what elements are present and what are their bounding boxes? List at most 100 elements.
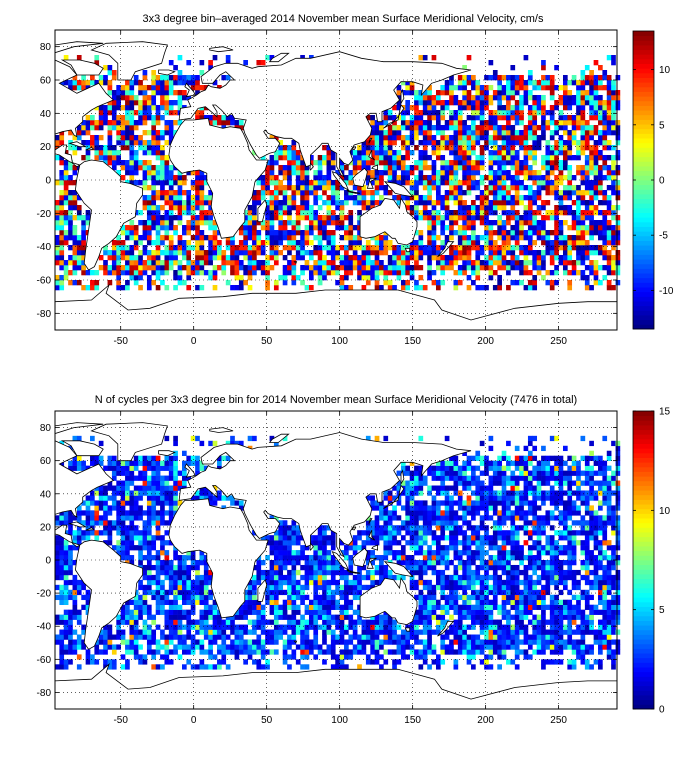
- bin-cell: [68, 230, 73, 236]
- bin-cell: [602, 235, 608, 241]
- bin-cell: [208, 624, 213, 630]
- bin-cell: [265, 285, 270, 291]
- bin-cell: [427, 185, 432, 191]
- bin-cell: [554, 624, 559, 630]
- bin-cell: [142, 145, 148, 151]
- bin-cell: [466, 614, 472, 620]
- bin-cell: [580, 609, 586, 615]
- bin-cell: [138, 604, 143, 610]
- bin-cell: [59, 155, 65, 161]
- bin-cell: [76, 80, 82, 86]
- bin-cell: [291, 624, 297, 630]
- bin-cell: [151, 85, 157, 91]
- bin-cell: [326, 160, 332, 166]
- bin-cell: [186, 255, 192, 261]
- bin-cell: [168, 175, 174, 181]
- bin-cell: [387, 155, 393, 161]
- bin-cell: [247, 260, 253, 266]
- bin-cell: [545, 145, 551, 151]
- bin-cell: [427, 130, 432, 136]
- bin-cell: [370, 644, 375, 650]
- bin-cell: [606, 265, 612, 271]
- bin-cell: [116, 170, 121, 176]
- bin-cell: [611, 614, 616, 620]
- bin-cell: [238, 240, 244, 246]
- bin-cell: [584, 175, 590, 181]
- bin-cell: [497, 230, 502, 236]
- bin-cell: [138, 285, 143, 291]
- colorbar-segment: [633, 58, 654, 64]
- bin-cell: [287, 654, 292, 660]
- bin-cell: [190, 180, 196, 186]
- bin-cell: [98, 125, 104, 131]
- bin-cell: [313, 589, 319, 596]
- bin-cell: [449, 594, 454, 601]
- bin-cell: [151, 250, 157, 256]
- bin-cell: [523, 255, 529, 261]
- colorbar-segment: [633, 198, 654, 204]
- bin-cell: [295, 215, 301, 221]
- bin-cell: [63, 624, 69, 630]
- bin-cell: [269, 579, 275, 586]
- bin-cell: [330, 604, 336, 610]
- bin-cell: [243, 280, 248, 286]
- bin-cell: [440, 145, 446, 151]
- bin-cell: [558, 190, 564, 196]
- bin-cell: [339, 285, 345, 291]
- bin-cell: [234, 250, 240, 256]
- bin-cell: [352, 634, 358, 640]
- bin-cell: [269, 629, 275, 635]
- bin-cell: [287, 195, 292, 201]
- bin-cell: [68, 180, 73, 186]
- bin-cell: [418, 245, 424, 251]
- bin-cell: [308, 205, 314, 211]
- bin-cell: [295, 589, 301, 596]
- bin-cell: [457, 639, 463, 645]
- bin-cell: [252, 205, 257, 211]
- bin-cell: [541, 265, 546, 271]
- bin-cell: [532, 215, 538, 221]
- bin-cell: [352, 240, 358, 246]
- bin-cell: [348, 260, 354, 266]
- bin-cell: [352, 255, 358, 261]
- bin-cell: [541, 230, 546, 236]
- bin-cell: [234, 270, 240, 276]
- bin-cell: [146, 280, 152, 286]
- bin-cell: [295, 150, 301, 156]
- bin-cell: [589, 205, 594, 211]
- bin-cell: [125, 659, 130, 665]
- bin-cell: [422, 180, 428, 186]
- bin-cell: [606, 90, 612, 96]
- bin-cell: [330, 155, 336, 161]
- bin-cell: [602, 614, 608, 620]
- bin-cell: [120, 115, 126, 121]
- bin-cell: [322, 659, 327, 665]
- bin-cell: [523, 265, 529, 271]
- bin-cell: [164, 95, 170, 101]
- bin-cell: [295, 624, 301, 630]
- bin-cell: [63, 664, 69, 670]
- bin-cell: [339, 185, 345, 191]
- bin-cell: [541, 65, 546, 71]
- bin-cell: [339, 275, 345, 281]
- bin-cell: [155, 639, 161, 645]
- bin-cell: [164, 195, 170, 201]
- bin-cell: [85, 120, 91, 126]
- bin-cell: [94, 285, 100, 291]
- bin-cell: [116, 135, 121, 141]
- bin-cell: [532, 95, 538, 101]
- bin-cell: [519, 270, 524, 276]
- bin-cell: [418, 140, 424, 146]
- bin-cell: [471, 604, 476, 610]
- bin-cell: [383, 245, 389, 251]
- bin-cell: [72, 205, 78, 211]
- bin-cell: [300, 614, 305, 620]
- bin-cell: [554, 629, 559, 635]
- bin-cell: [247, 589, 253, 596]
- bin-cell: [471, 639, 476, 645]
- bin-cell: [133, 100, 139, 106]
- bin-cell: [492, 604, 498, 610]
- bin-cell: [252, 609, 257, 615]
- bin-cell: [453, 200, 459, 206]
- bin-cell: [317, 155, 323, 161]
